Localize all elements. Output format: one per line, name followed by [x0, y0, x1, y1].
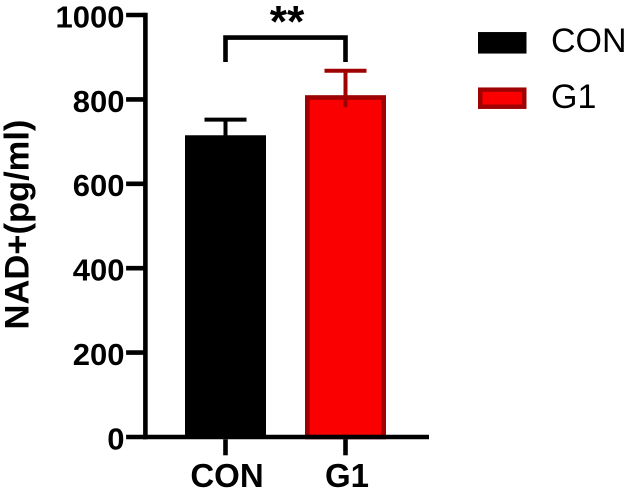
y-tick-label-200: 200 [73, 337, 125, 372]
y-tick-label-600: 600 [73, 168, 125, 203]
x-label-g1: G1 [325, 457, 369, 494]
y-tick-label-0: 0 [107, 421, 124, 456]
y-axis-title: NAD+(pg/ml) [0, 120, 37, 330]
legend-label-con: CON [551, 22, 627, 60]
legend-swatch-g1 [478, 87, 527, 109]
y-tick-label-400: 400 [73, 253, 125, 288]
significance-bracket [223, 35, 348, 62]
y-tick-label-1000: 1000 [56, 0, 125, 34]
legend-swatch-con [478, 32, 527, 54]
bar-g1 [304, 95, 386, 440]
y-tick-label-800: 800 [73, 84, 125, 119]
legend-label-g1: G1 [551, 78, 596, 116]
bar-con [185, 135, 266, 439]
x-label-con: CON [190, 457, 263, 494]
significance-stars: ** [270, 0, 305, 47]
